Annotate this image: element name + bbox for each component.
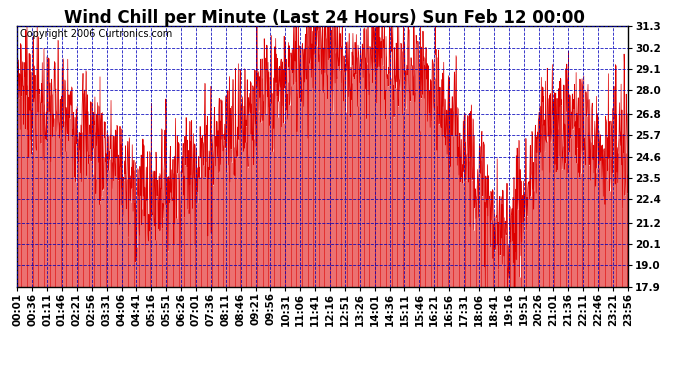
Text: Copyright 2006 Curtronics.com: Copyright 2006 Curtronics.com	[20, 29, 172, 39]
Text: Wind Chill per Minute (Last 24 Hours) Sun Feb 12 00:00: Wind Chill per Minute (Last 24 Hours) Su…	[64, 9, 584, 27]
